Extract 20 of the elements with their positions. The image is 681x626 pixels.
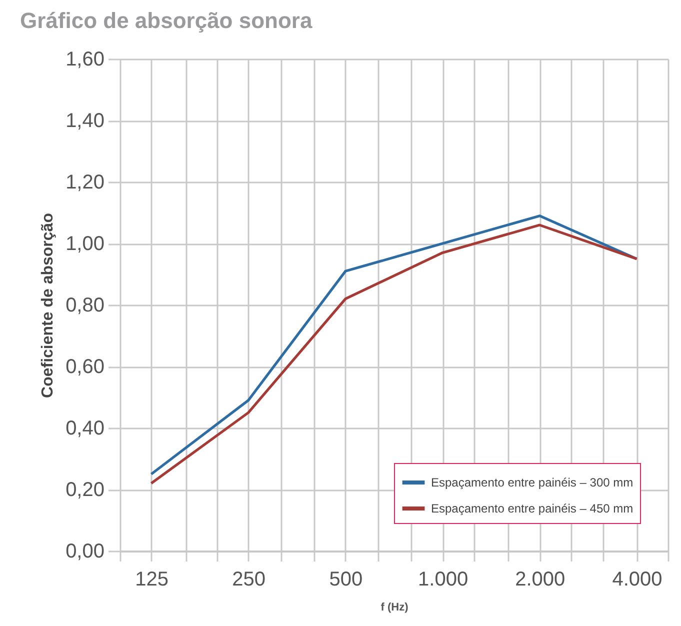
x-tick-label: 4.000 bbox=[612, 568, 662, 590]
y-tick-label: 0,80 bbox=[66, 294, 104, 316]
y-tick-label: 1,00 bbox=[66, 233, 104, 255]
x-tick-label: 2.000 bbox=[515, 568, 566, 590]
legend-label: Espaçamento entre painéis – 450 mm bbox=[431, 502, 634, 516]
legend-label: Espaçamento entre painéis – 300 mm bbox=[431, 476, 634, 490]
y-tick-label: 1,20 bbox=[66, 172, 104, 194]
y-tick-label: 0,40 bbox=[66, 418, 104, 440]
y-tick-label: 1,40 bbox=[66, 110, 104, 132]
chart-title: Gráfico de absorção sonora bbox=[20, 8, 313, 33]
x-tick-label: 500 bbox=[329, 568, 363, 590]
y-tick-label: 0,20 bbox=[66, 479, 104, 501]
y-tick-label: 1,60 bbox=[66, 48, 104, 70]
x-tick-label: 1.000 bbox=[418, 568, 468, 590]
x-axis-title: f (Hz) bbox=[380, 602, 409, 614]
y-tick-label: 0,00 bbox=[66, 540, 104, 562]
x-tick-label: 125 bbox=[135, 568, 168, 590]
x-tick-label: 250 bbox=[232, 568, 266, 590]
y-tick-label: 0,60 bbox=[66, 356, 104, 378]
y-axis-title: Coeficiente de absorção bbox=[40, 212, 57, 398]
